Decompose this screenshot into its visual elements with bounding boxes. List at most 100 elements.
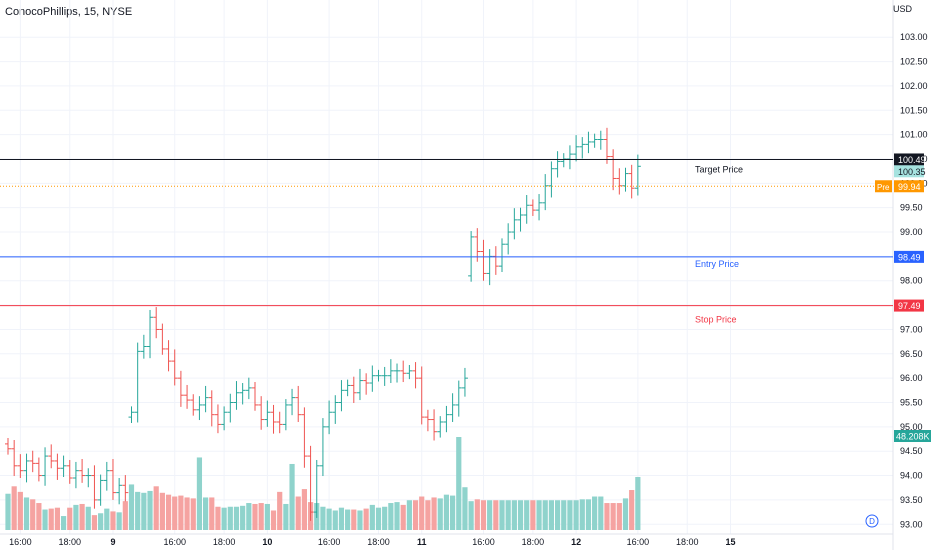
x-axis-tick-label: 12 <box>571 537 581 547</box>
volume-bar <box>610 503 616 530</box>
volume-bar <box>388 503 394 530</box>
volume-bar <box>104 508 110 530</box>
volume-bar <box>240 505 246 530</box>
volume-bar <box>215 506 221 530</box>
volume-bar <box>517 500 524 530</box>
volume-bar <box>425 500 431 530</box>
volume-bar <box>456 437 462 530</box>
volume-bar <box>98 513 104 530</box>
volume-bar <box>270 510 277 530</box>
level-label: Stop Price <box>695 315 737 325</box>
volume-bar <box>122 501 128 530</box>
volume-bar <box>203 497 209 530</box>
volume-bar <box>326 508 332 530</box>
volume-bar <box>437 498 443 530</box>
y-axis-tick-label: 102.00 <box>900 81 928 91</box>
volume-bar <box>301 489 307 530</box>
x-axis-tick-label: 9 <box>110 537 115 547</box>
dividend-marker-icon[interactable] <box>865 514 879 528</box>
pre-market-tag <box>875 180 892 193</box>
volume-bar <box>135 491 141 530</box>
volume-bar <box>91 515 98 530</box>
currency-label: USD <box>892 4 912 14</box>
volume-bar <box>233 506 240 530</box>
volume-bar <box>443 494 450 530</box>
volume-bar <box>246 503 252 530</box>
y-axis-tick-label: 101.50 <box>900 105 928 115</box>
volume-bar <box>221 507 227 530</box>
volume-bar <box>598 496 604 530</box>
y-axis-tick-label: 94.50 <box>900 446 923 456</box>
y-axis-tick-label: 95.00 <box>900 422 923 432</box>
volume-bar <box>412 500 419 530</box>
x-axis-tick-label: 18:00 <box>213 537 236 547</box>
volume-bar <box>635 476 641 530</box>
volume-bar <box>128 484 135 530</box>
volume-bar <box>23 497 30 530</box>
volume-bar <box>369 504 375 530</box>
volume-bar <box>431 497 437 530</box>
volume-tag-text: 48.208K <box>896 432 930 442</box>
volume-bar <box>178 495 184 530</box>
volume-bar <box>561 500 567 530</box>
volume-bar <box>60 516 67 530</box>
volume-bar <box>579 499 585 530</box>
volume-bar <box>48 508 54 530</box>
volume-bar <box>73 504 79 530</box>
volume-bar <box>252 503 258 530</box>
volume-bar <box>524 500 530 530</box>
volume-bar <box>85 506 91 530</box>
volume-bar <box>67 507 73 530</box>
volume-bar <box>277 491 283 530</box>
volume-bar <box>5 493 11 530</box>
y-axis-tick-label: 93.00 <box>900 519 923 529</box>
volume-bar <box>227 506 233 530</box>
x-axis-tick-label: 16:00 <box>9 537 32 547</box>
level-price-tag-text: 98.49 <box>898 252 921 262</box>
volume-bar <box>147 490 153 530</box>
dividend-marker-text: D <box>869 517 875 526</box>
volume-bar <box>604 503 610 530</box>
volume-bar <box>406 500 412 530</box>
volume-bar <box>264 503 270 530</box>
volume-bar <box>141 492 147 530</box>
volume-bar <box>474 499 480 530</box>
level-price-tag <box>894 153 924 166</box>
x-axis-tick-label: 16:00 <box>318 537 341 547</box>
x-axis-tick-label: 16:00 <box>627 537 650 547</box>
volume-bar <box>196 457 203 530</box>
volume-bar <box>165 494 172 530</box>
last-price-tag-text: 100.35 <box>898 167 926 177</box>
volume-bar <box>30 499 36 530</box>
volume-bar <box>394 502 400 530</box>
volume-bar <box>351 509 357 530</box>
volume-bar <box>54 507 60 530</box>
volume-bar <box>382 506 388 530</box>
y-axis-tick-label: 98.00 <box>900 276 923 286</box>
x-axis-tick-label: 18:00 <box>58 537 81 547</box>
volume-bar <box>375 507 382 530</box>
volume-bar <box>629 490 635 530</box>
volume-bar <box>468 501 474 530</box>
volume-bar <box>320 506 326 530</box>
y-axis-tick-label: 102.50 <box>900 57 928 67</box>
x-axis-tick-label: 16:00 <box>163 537 186 547</box>
volume-bar <box>357 510 363 530</box>
x-axis-tick-label: 15 <box>725 537 735 547</box>
y-axis-tick-label: 96.00 <box>900 373 923 383</box>
volume-bar <box>295 496 301 530</box>
y-axis-tick-label: 93.50 <box>900 495 923 505</box>
volume-bar <box>209 497 215 530</box>
volume-bar <box>338 507 345 530</box>
volume-bar <box>116 512 122 530</box>
volume-bar <box>184 497 190 530</box>
pre-market-price-tag-text: 99.94 <box>898 182 921 192</box>
x-axis-tick-label: 10 <box>262 537 272 547</box>
y-axis-tick-label: 95.50 <box>900 398 923 408</box>
volume-bar <box>511 500 517 530</box>
volume-bar <box>480 500 487 530</box>
volume-bar <box>153 486 159 530</box>
volume-bar <box>505 500 511 530</box>
